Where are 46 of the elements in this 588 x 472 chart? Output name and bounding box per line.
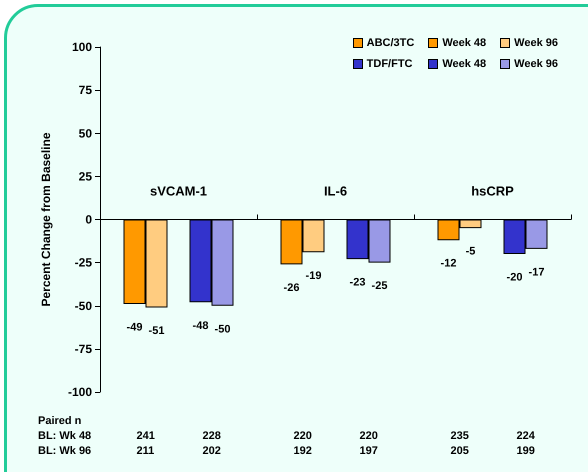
x-tick-label: sVCAM-1 (150, 184, 208, 198)
text: 202 (202, 445, 221, 457)
data-label: -23 (350, 276, 366, 289)
text: 224 (516, 430, 535, 442)
text: 220 (360, 430, 378, 442)
data-label: -25 (372, 280, 388, 292)
data-label: -12 (440, 258, 456, 270)
data-label: -20 (506, 272, 522, 284)
y-tick-label: -50 (74, 298, 92, 313)
x-tick-label: IL-6 (324, 184, 348, 198)
data-label: -49 (126, 322, 142, 334)
y-tick-label: 50 (78, 126, 92, 140)
text: BL: Wk 48 (38, 430, 92, 442)
text: BL: Wk 96 (38, 445, 92, 457)
text: Paired n (38, 415, 82, 427)
y-axis-title: Percent Change from Baseline (39, 132, 53, 307)
text: 192 (294, 445, 312, 457)
y-tick-label: 0 (85, 212, 92, 226)
y-tick-label: 100 (72, 40, 92, 54)
legend-label: Week 96 (514, 58, 558, 70)
data-label: -5 (466, 246, 476, 258)
legend-label: Week 48 (442, 37, 486, 49)
y-tick-label: -25 (74, 256, 92, 270)
data-label: -50 (214, 323, 230, 336)
y-tick-label: -100 (68, 385, 92, 399)
text: 235 (450, 430, 469, 442)
data-label: -51 (148, 324, 164, 337)
data-label: -17 (528, 266, 544, 278)
text: 197 (360, 445, 378, 457)
y-tick-label: -75 (74, 342, 92, 356)
annotation: ABC/3TC (366, 37, 414, 49)
y-tick-label: 75 (78, 83, 92, 98)
text: 211 (136, 445, 154, 457)
x-tick-label: hsCRP (471, 184, 514, 198)
text: 205 (450, 445, 469, 457)
data-label: -19 (306, 270, 322, 282)
text: 220 (294, 430, 312, 442)
text: 199 (516, 445, 535, 457)
y-tick-label: 25 (78, 169, 92, 184)
legend-label: Week 48 (442, 58, 486, 70)
text: 241 (136, 430, 155, 442)
annotation: TDF/FTC (366, 58, 412, 70)
data-label: -26 (284, 282, 300, 294)
data-label: -48 (192, 320, 208, 332)
text: 228 (202, 430, 221, 442)
legend-label: Week 96 (514, 37, 558, 49)
